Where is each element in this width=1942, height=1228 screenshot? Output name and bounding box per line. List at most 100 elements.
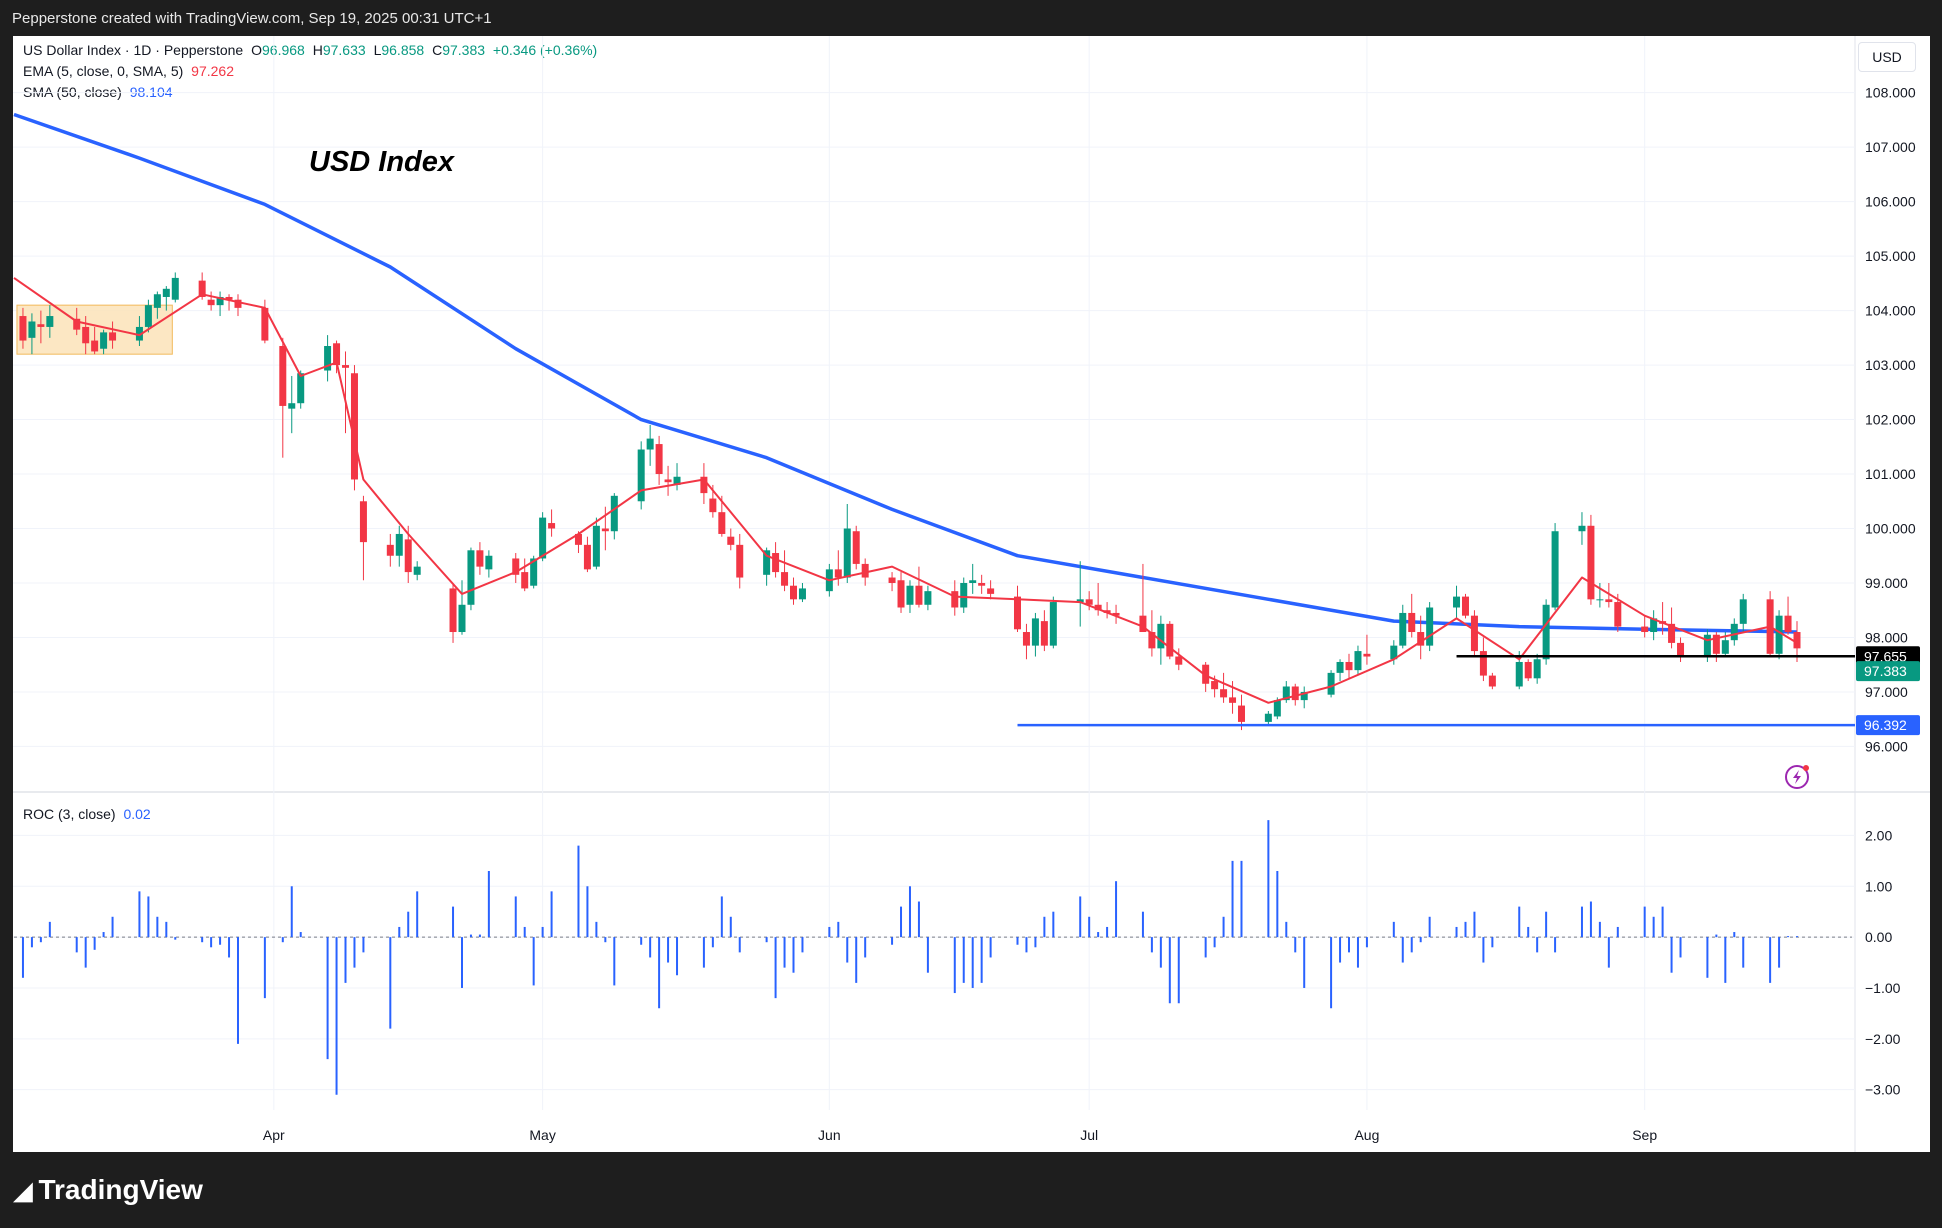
candle-body <box>1282 686 1290 701</box>
candle-body <box>1229 697 1237 703</box>
candle-body <box>225 296 233 300</box>
sma-legend[interactable]: SMA (50, close) 98.104 <box>23 84 173 100</box>
candle-body <box>1112 612 1120 616</box>
candle-body <box>763 550 771 575</box>
candle-body <box>1202 664 1210 684</box>
currency-button[interactable]: USD <box>1858 42 1916 72</box>
candle-body <box>198 280 206 297</box>
candle-body <box>1049 602 1057 646</box>
candle-body <box>1273 700 1281 717</box>
price-tick-label: 102.000 <box>1865 412 1916 428</box>
candle-body <box>924 591 932 605</box>
ohlc-legend: US Dollar Index · 1D · Pepperstone O96.9… <box>23 42 597 58</box>
candle-body <box>852 531 860 564</box>
candle-body <box>297 373 305 404</box>
candle-body <box>1479 651 1487 676</box>
candle-body <box>288 403 296 409</box>
close-value: 97.383 <box>442 42 486 58</box>
last-price-tag <box>1856 661 1920 682</box>
candle-body <box>709 498 717 513</box>
candle-body <box>109 332 117 341</box>
candle-body <box>1031 618 1039 646</box>
open-value: 96.968 <box>262 42 305 58</box>
candle-body <box>1596 599 1604 601</box>
tradingview-logo: ◢ TradingView <box>14 1174 203 1206</box>
high-label: H <box>312 42 323 58</box>
low-label: L <box>373 42 382 58</box>
roc-tick-label: −3.00 <box>1865 1082 1901 1098</box>
candle-body <box>673 476 681 485</box>
candle-body <box>1139 615 1147 633</box>
alert-dot-icon <box>1803 765 1809 771</box>
candle-body <box>28 321 36 338</box>
candle-body <box>100 332 108 349</box>
candle-body <box>37 324 45 327</box>
price-tick-label: 107.000 <box>1865 139 1916 155</box>
candle-body <box>1220 689 1228 698</box>
candle-body <box>458 604 466 633</box>
tradingview-logo-text: TradingView <box>38 1174 203 1205</box>
candle-body <box>404 539 412 573</box>
candle-body <box>1157 623 1165 649</box>
candle-body <box>1022 632 1030 646</box>
candle-body <box>798 588 806 600</box>
high-value: 97.633 <box>322 42 366 58</box>
ema-value: 97.262 <box>191 63 234 79</box>
candle-body <box>153 294 161 308</box>
time-tick-label: May <box>529 1127 555 1143</box>
candle-body <box>727 536 735 545</box>
candle-body <box>1793 632 1801 649</box>
price-tick-label: 98.000 <box>1865 629 1908 645</box>
candle-body <box>1076 599 1084 603</box>
candle-body <box>978 582 986 586</box>
candle-body <box>736 544 744 578</box>
candle-body <box>1712 634 1720 654</box>
candle-body <box>1668 623 1676 643</box>
price-tick-label: 104.000 <box>1865 303 1916 319</box>
price-tick-label: 100.000 <box>1865 521 1916 537</box>
roc-legend[interactable]: ROC (3, close) 0.02 <box>23 806 151 822</box>
price-tick-label: 108.000 <box>1865 85 1916 101</box>
price-tick-label: 99.000 <box>1865 575 1908 591</box>
candle-body <box>1453 596 1461 608</box>
candle-body <box>1650 618 1658 633</box>
symbol-label[interactable]: US Dollar Index · 1D · Pepperstone <box>23 42 244 58</box>
support-price-label: 96.392 <box>1864 717 1907 733</box>
candle-body <box>1390 645 1398 660</box>
candle-body <box>1399 612 1407 646</box>
candle-body <box>342 365 350 368</box>
candle-body <box>583 544 591 570</box>
price-tick-label: 106.000 <box>1865 194 1916 210</box>
candle-body <box>216 296 224 306</box>
time-tick-label: Jun <box>818 1127 841 1143</box>
lightning-icon <box>1793 770 1801 784</box>
candle-body <box>1515 661 1523 687</box>
candle-body <box>467 550 475 605</box>
candle-body <box>333 343 341 366</box>
sma-value: 98.104 <box>129 84 173 100</box>
candle-body <box>144 305 152 327</box>
candle-body <box>261 307 269 341</box>
close-label: C <box>432 42 443 58</box>
candle-body <box>1013 596 1021 630</box>
candle-body <box>207 299 215 306</box>
candle-body <box>843 528 851 578</box>
candle-body <box>234 299 242 308</box>
candle-body <box>960 582 968 608</box>
candle-body <box>1291 686 1299 701</box>
candle-body <box>915 585 923 605</box>
last-price-label: 97.383 <box>1864 663 1907 679</box>
candle-body <box>888 577 896 583</box>
candle-body <box>512 558 520 575</box>
change-value: +0.346 (+0.36%) <box>492 42 598 58</box>
roc-label: ROC (3, close) <box>23 806 116 822</box>
candle-body <box>1336 661 1344 673</box>
candle-body <box>46 316 54 327</box>
ema-legend[interactable]: EMA (5, close, 0, SMA, 5) 97.262 <box>23 63 234 79</box>
candle-body <box>574 533 582 545</box>
candle-body <box>485 555 493 570</box>
candle-body <box>162 288 170 297</box>
candle-body <box>700 476 708 494</box>
candle-body <box>1524 661 1532 679</box>
